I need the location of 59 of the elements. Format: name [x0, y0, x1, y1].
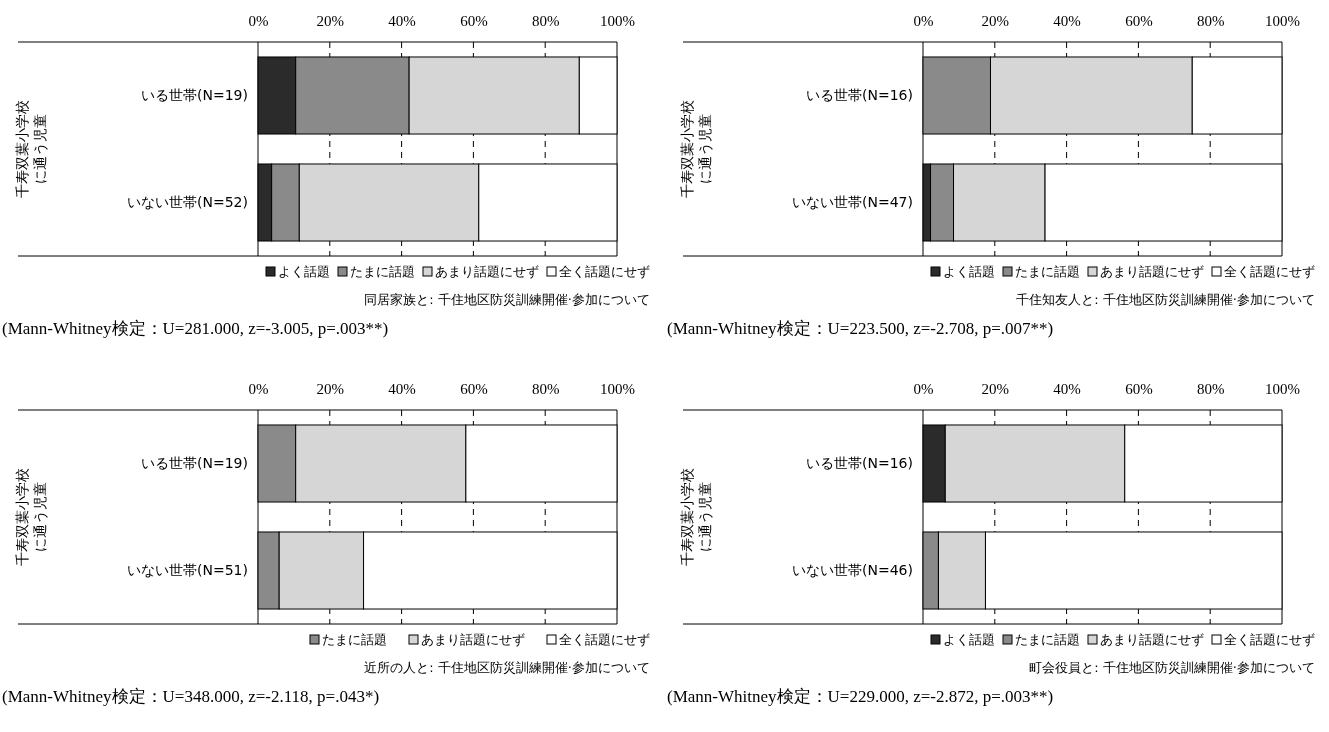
legend-label: たまに話題 [322, 632, 387, 647]
x-tick-label: 20% [316, 381, 345, 397]
legend-label: たまに話題 [1015, 264, 1080, 279]
x-tick-label: 60% [460, 13, 488, 29]
x-tick-label: 100% [1265, 13, 1300, 29]
y-tick-label: いない世帯(N=46) [792, 562, 913, 579]
x-tick-label: 80% [1196, 381, 1225, 397]
text: 近所の人と: 千住地区防災訓練開催·参加について [364, 660, 650, 675]
legend-label: たまに話題 [350, 264, 415, 279]
x-tick-label: 100% [600, 13, 635, 29]
legend-label: 全く話題にせず [559, 264, 650, 279]
x-tick-label: 40% [388, 381, 416, 397]
y-tick-label: いない世帯(N=52) [127, 194, 248, 211]
legend-label: たまに話題 [1015, 632, 1080, 647]
text: 町会役員と: 千住地区防災訓練開催·参加について [1029, 660, 1315, 675]
text: (Mann-Whitney検定：U=281.000, z=-3.005, p=.003**) [2, 319, 389, 338]
x-tick-label: 20% [981, 381, 1010, 397]
x-tick-label: 0% [913, 13, 934, 29]
legend-label: よく話題 [943, 632, 995, 647]
y-axis-title: 千寿双葉小学校に通う児童 [679, 100, 713, 198]
x-tick-label: 40% [1053, 381, 1081, 397]
x-tick-label: 60% [1125, 13, 1153, 29]
x-tick-label: 100% [600, 381, 635, 397]
x-tick-label: 20% [316, 13, 345, 29]
x-tick-label: 60% [460, 381, 488, 397]
x-tick-label: 0% [248, 381, 269, 397]
x-tick-label: 80% [531, 13, 560, 29]
x-tick-label: 40% [1053, 13, 1081, 29]
y-tick-label: いない世帯(N=51) [127, 562, 248, 579]
legend-label: あまり話題にせず [435, 264, 539, 279]
x-tick-label: 0% [248, 13, 269, 29]
legend-label: 全く話題にせず [559, 632, 650, 647]
y-axis-title: 千寿双葉小学校に通う児童 [14, 100, 48, 198]
legend-label: よく話題 [278, 264, 330, 279]
legend-label: 全く話題にせず [1224, 632, 1315, 647]
text: (Mann-Whitney検定：U=348.000, z=-2.118, p=.043*) [2, 687, 380, 706]
x-tick-label: 80% [1196, 13, 1225, 29]
x-tick-label: 20% [981, 13, 1010, 29]
legend-label: 全く話題にせず [1224, 264, 1315, 279]
y-tick-label: いる世帯(N=19) [141, 455, 248, 472]
y-axis-title: 千寿双葉小学校に通う児童 [14, 468, 48, 566]
y-tick-label: いる世帯(N=16) [806, 87, 913, 104]
text: (Mann-Whitney検定：U=229.000, z=-2.872, p=.003**) [667, 687, 1054, 706]
text: 千住知友人と: 千住地区防災訓練開催·参加について [1016, 292, 1315, 307]
x-tick-label: 80% [531, 381, 560, 397]
y-tick-label: いない世帯(N=47) [792, 194, 913, 211]
text: (Mann-Whitney検定：U=223.500, z=-2.708, p=.007**) [667, 319, 1054, 338]
legend-label: あまり話題にせず [421, 632, 525, 647]
x-tick-label: 40% [388, 13, 416, 29]
text: 同居家族と: 千住地区防災訓練開催·参加について [364, 292, 650, 307]
legend-label: よく話題 [943, 264, 995, 279]
legend-label: あまり話題にせず [1100, 264, 1204, 279]
y-tick-label: いる世帯(N=16) [806, 455, 913, 472]
legend-label: あまり話題にせず [1100, 632, 1204, 647]
y-tick-label: いる世帯(N=19) [141, 87, 248, 104]
x-tick-label: 100% [1265, 381, 1300, 397]
x-tick-label: 0% [913, 381, 934, 397]
x-tick-label: 60% [1125, 381, 1153, 397]
y-axis-title: 千寿双葉小学校に通う児童 [679, 468, 713, 566]
